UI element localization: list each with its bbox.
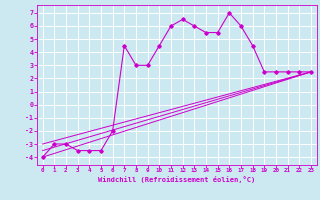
X-axis label: Windchill (Refroidissement éolien,°C): Windchill (Refroidissement éolien,°C) bbox=[98, 176, 255, 183]
